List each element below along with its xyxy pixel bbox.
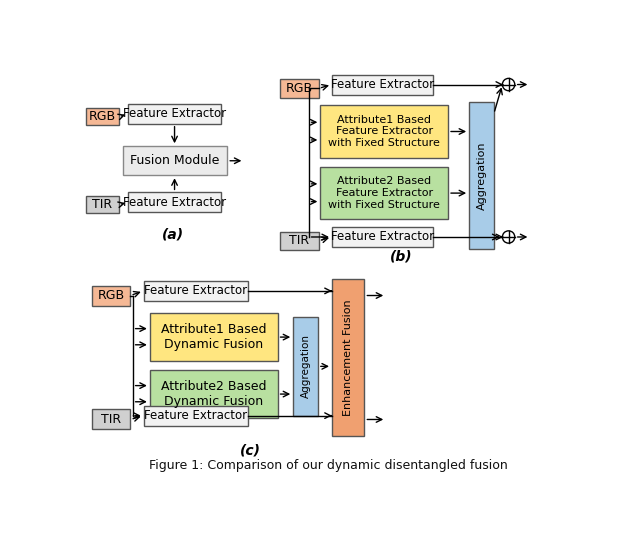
- Text: Feature Extractor: Feature Extractor: [331, 78, 434, 91]
- Text: TIR: TIR: [289, 234, 309, 248]
- FancyBboxPatch shape: [293, 317, 318, 416]
- Text: Feature Extractor: Feature Extractor: [144, 409, 248, 422]
- Text: RGB: RGB: [286, 82, 313, 95]
- Text: Enhancement Fusion: Enhancement Fusion: [343, 299, 353, 416]
- Text: (a): (a): [162, 228, 184, 242]
- FancyBboxPatch shape: [320, 106, 448, 158]
- FancyBboxPatch shape: [86, 108, 119, 125]
- Text: (c): (c): [240, 443, 261, 458]
- FancyBboxPatch shape: [92, 410, 131, 430]
- Text: Attribute2 Based
Dynamic Fusion: Attribute2 Based Dynamic Fusion: [161, 380, 266, 408]
- Text: Feature Extractor: Feature Extractor: [123, 107, 226, 120]
- Text: Attribute2 Based
Feature Extractor
with Fixed Structure: Attribute2 Based Feature Extractor with …: [328, 176, 440, 209]
- Text: Aggregation: Aggregation: [301, 335, 310, 398]
- Text: Aggregation: Aggregation: [476, 141, 486, 209]
- FancyBboxPatch shape: [128, 193, 221, 212]
- Text: TIR: TIR: [92, 198, 113, 211]
- Circle shape: [502, 231, 515, 243]
- Text: Feature Extractor: Feature Extractor: [123, 196, 226, 209]
- Text: Fusion Module: Fusion Module: [131, 154, 220, 167]
- FancyBboxPatch shape: [320, 167, 448, 219]
- FancyBboxPatch shape: [469, 102, 494, 249]
- FancyBboxPatch shape: [280, 232, 319, 250]
- Text: TIR: TIR: [101, 413, 121, 426]
- Text: RGB: RGB: [97, 289, 125, 302]
- FancyBboxPatch shape: [123, 146, 227, 175]
- FancyBboxPatch shape: [280, 79, 319, 97]
- Text: Feature Extractor: Feature Extractor: [144, 285, 248, 298]
- Text: Feature Extractor: Feature Extractor: [331, 231, 434, 244]
- FancyBboxPatch shape: [128, 104, 221, 124]
- FancyBboxPatch shape: [332, 75, 433, 95]
- FancyBboxPatch shape: [332, 227, 433, 247]
- FancyBboxPatch shape: [143, 281, 248, 301]
- Text: Attribute1 Based
Feature Extractor
with Fixed Structure: Attribute1 Based Feature Extractor with …: [328, 115, 440, 148]
- Text: RGB: RGB: [89, 110, 116, 123]
- Text: (b): (b): [390, 249, 413, 263]
- Text: Figure 1: Comparison of our dynamic disentangled fusion: Figure 1: Comparison of our dynamic dise…: [148, 459, 508, 472]
- FancyBboxPatch shape: [86, 196, 119, 213]
- FancyBboxPatch shape: [150, 313, 278, 361]
- FancyBboxPatch shape: [143, 406, 248, 425]
- Text: Attribute1 Based
Dynamic Fusion: Attribute1 Based Dynamic Fusion: [161, 323, 266, 351]
- FancyBboxPatch shape: [150, 370, 278, 418]
- FancyBboxPatch shape: [332, 279, 364, 436]
- Circle shape: [502, 78, 515, 91]
- FancyBboxPatch shape: [92, 286, 131, 306]
